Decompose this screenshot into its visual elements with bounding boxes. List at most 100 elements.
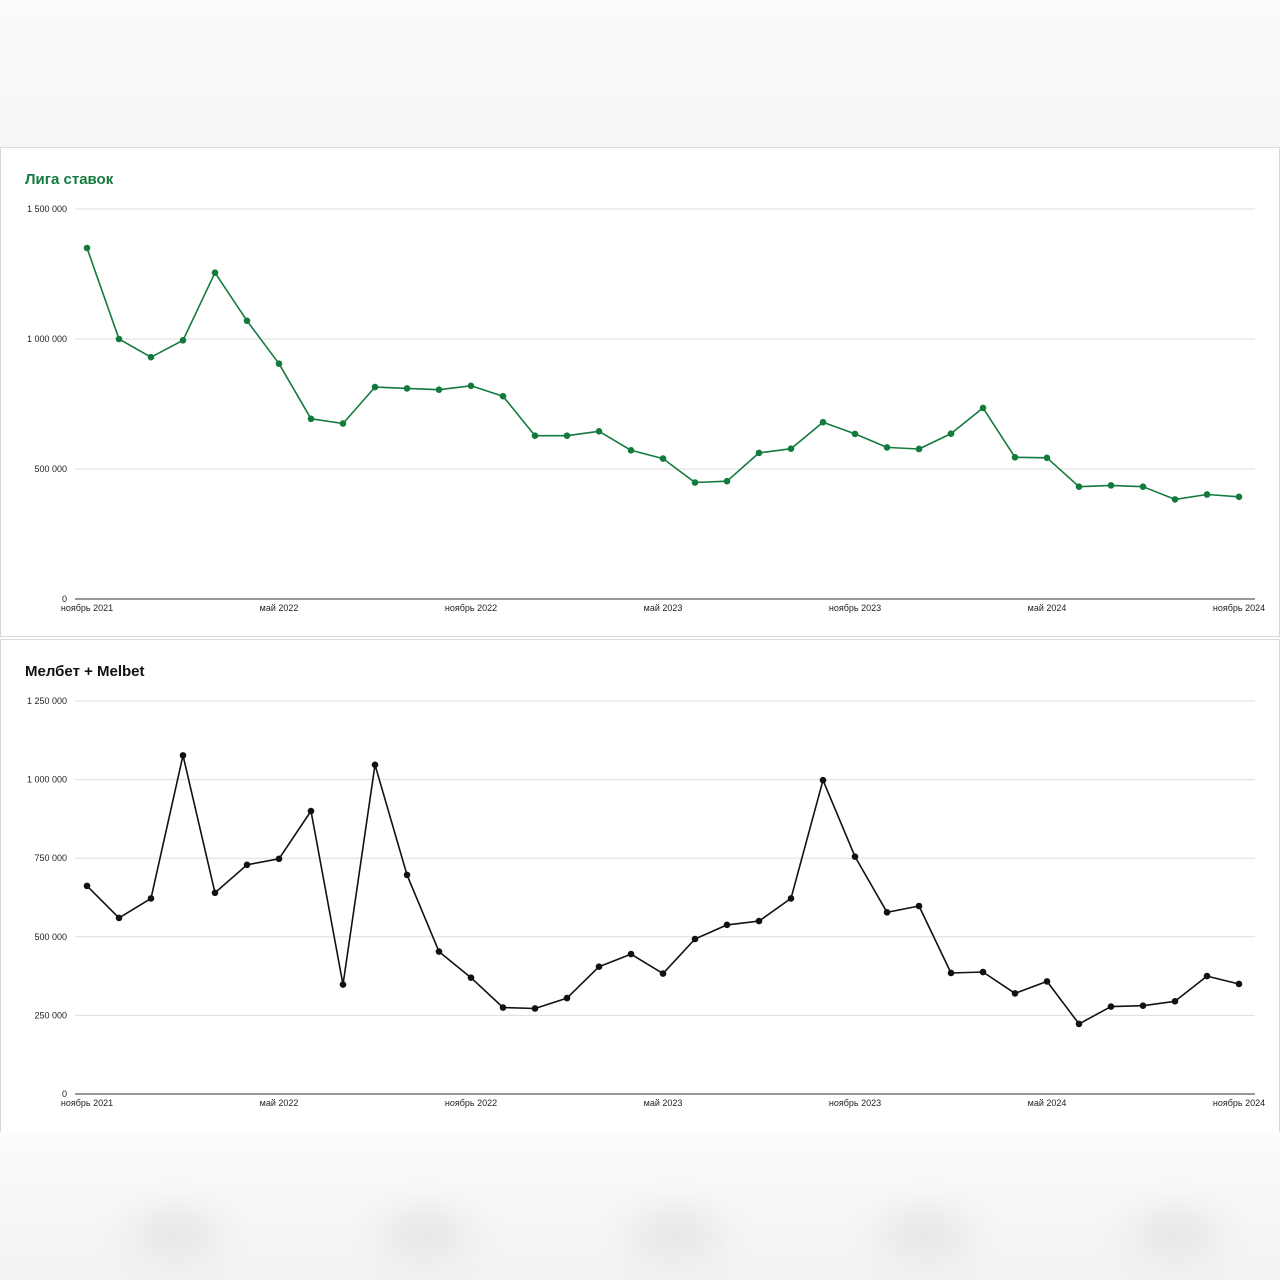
data-point xyxy=(915,445,923,453)
chart-title: Мелбет + Melbet xyxy=(25,663,145,680)
data-point xyxy=(403,385,411,392)
blurred-footer-area xyxy=(0,1132,1280,1280)
data-point xyxy=(1107,482,1115,489)
data-point xyxy=(1011,990,1019,997)
data-point xyxy=(1235,493,1243,501)
x-tick-label: май 2024 xyxy=(1028,1098,1067,1108)
data-point xyxy=(1043,978,1051,985)
data-point xyxy=(947,430,955,437)
chart-title: Лига ставок xyxy=(25,171,114,188)
data-point xyxy=(83,244,91,252)
data-point xyxy=(819,418,827,426)
x-tick-label: ноябрь 2024 xyxy=(1213,603,1265,613)
x-tick-label: ноябрь 2021 xyxy=(61,1098,113,1108)
x-tick-label: ноябрь 2022 xyxy=(445,1098,497,1108)
y-tick-label: 1 000 000 xyxy=(27,334,67,344)
data-point xyxy=(147,895,155,902)
data-point xyxy=(851,430,859,438)
x-tick-label: ноябрь 2024 xyxy=(1213,1098,1265,1108)
data-point xyxy=(979,404,987,412)
data-point xyxy=(499,1004,507,1011)
data-point xyxy=(1171,496,1179,503)
data-point xyxy=(1171,997,1179,1005)
data-point xyxy=(1075,1020,1083,1028)
data-point xyxy=(1139,1002,1147,1009)
data-point xyxy=(467,382,475,390)
data-point xyxy=(1011,454,1019,461)
data-point xyxy=(883,444,891,451)
y-tick-label: 250 000 xyxy=(34,1010,67,1020)
data-point xyxy=(1235,980,1243,988)
data-point xyxy=(691,479,699,486)
x-tick-label: ноябрь 2023 xyxy=(829,603,881,613)
data-point xyxy=(467,974,475,981)
blurred-header-area xyxy=(0,0,1280,148)
x-tick-label: май 2023 xyxy=(644,1098,683,1108)
data-point xyxy=(307,415,315,423)
data-point xyxy=(979,968,987,976)
data-point xyxy=(179,752,187,759)
data-point xyxy=(1203,972,1211,980)
y-tick-label: 0 xyxy=(62,1089,67,1099)
data-point xyxy=(115,914,123,922)
blurred-shape xyxy=(880,1210,970,1260)
data-point xyxy=(595,428,603,435)
data-point xyxy=(691,935,699,943)
data-point xyxy=(1043,454,1051,462)
x-tick-label: ноябрь 2023 xyxy=(829,1098,881,1108)
data-point xyxy=(275,855,283,863)
line-chart-melbet: 0 250 000 500 000 750 000 1 000 000 1 250 000… xyxy=(27,696,1265,1108)
data-point xyxy=(435,386,443,393)
data-point xyxy=(595,963,603,970)
data-point xyxy=(563,432,571,440)
data-point xyxy=(339,981,347,988)
data-point xyxy=(1075,483,1083,490)
data-point xyxy=(115,335,123,343)
data-point xyxy=(275,360,283,367)
data-point xyxy=(723,921,731,929)
y-tick-label: 750 000 xyxy=(34,853,67,863)
data-point xyxy=(819,776,827,784)
data-point xyxy=(787,445,795,453)
data-point xyxy=(531,1005,539,1012)
x-tick-label: май 2022 xyxy=(260,1098,299,1108)
blurred-shape xyxy=(1130,1210,1220,1260)
data-point xyxy=(1203,491,1211,498)
y-tick-label: 0 xyxy=(62,594,67,604)
x-tick-label: май 2024 xyxy=(1028,603,1067,613)
blurred-shape xyxy=(130,1210,220,1260)
y-tick-label: 1 500 000 xyxy=(27,204,67,214)
data-point xyxy=(627,446,635,454)
data-point xyxy=(627,950,635,958)
blurred-shape xyxy=(380,1210,470,1260)
y-tick-label: 1 250 000 xyxy=(27,696,67,706)
data-point xyxy=(243,861,251,869)
data-point xyxy=(339,420,347,427)
data-point xyxy=(371,761,379,769)
data-point xyxy=(83,882,91,890)
data-point xyxy=(435,948,443,955)
data-point xyxy=(147,353,155,361)
data-point xyxy=(531,432,539,440)
data-point xyxy=(371,383,379,391)
data-point xyxy=(659,455,667,462)
data-point xyxy=(307,807,315,815)
y-tick-label: 1 000 000 xyxy=(27,775,67,785)
data-point xyxy=(915,902,923,910)
data-point xyxy=(947,969,955,977)
data-point xyxy=(403,871,411,879)
data-point xyxy=(211,889,219,897)
data-point xyxy=(179,337,187,344)
chart-panel-liga-stavok: Лига ставок 0 500 000 1 000 000 1 500 000 но… xyxy=(0,147,1280,637)
data-point xyxy=(755,449,763,457)
data-point xyxy=(499,392,507,400)
y-tick-label: 500 000 xyxy=(34,932,67,942)
data-point xyxy=(723,477,731,485)
data-point xyxy=(211,269,219,276)
x-tick-label: ноябрь 2021 xyxy=(61,603,113,613)
chart-panel-melbet: Мелбет + Melbet 0 250 000 500 000 750 000 1 … xyxy=(0,639,1280,1134)
data-point xyxy=(1107,1003,1115,1010)
x-tick-label: май 2022 xyxy=(260,603,299,613)
x-tick-label: ноябрь 2022 xyxy=(445,603,497,613)
series-line xyxy=(86,754,1240,1025)
